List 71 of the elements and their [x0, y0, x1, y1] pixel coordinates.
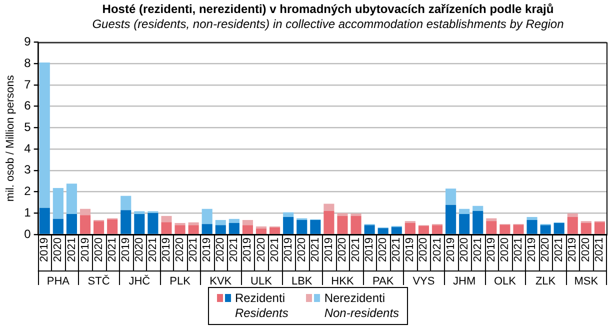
x-tick-label: 2020 [458, 238, 470, 262]
x-tick-label: 2021 [188, 238, 200, 262]
x-tick-label: 2019 [444, 238, 457, 262]
x-tick-label: 2019 [566, 238, 579, 262]
x-tick-label: 2020 [52, 238, 64, 262]
x-tick-label: 2020 [214, 238, 227, 262]
x-tick-label: 2019 [485, 238, 498, 262]
chart-subtitle: Guests (residents, non-residents) in collective accommodation establishments by Region [91, 17, 565, 32]
x-tick-label: 2020 [133, 238, 146, 262]
x-tick-label: 2021 [309, 238, 322, 262]
y-tick-label: 5 [24, 120, 32, 134]
x-tick-label: 2020 [174, 238, 186, 262]
x-tick-label: 2019 [322, 238, 335, 262]
x-tick-label: 2019 [201, 238, 214, 262]
x-tick-label: 2021 [66, 238, 78, 262]
x-tick-label: 2021 [472, 238, 484, 262]
y-tick-label: 4 [24, 141, 32, 156]
x-tick-label: 2020 [92, 238, 105, 262]
legend-label: Nerezidenti Non-residents [324, 291, 400, 321]
x-tick-label: 2019 [38, 238, 51, 262]
x-tick-label: 2019 [242, 238, 254, 262]
text: MSK [574, 276, 599, 288]
y-tick-label: 2 [24, 184, 32, 198]
text: KVK [210, 276, 232, 288]
text: JHM [453, 276, 476, 288]
x-tick-label: 2021 [228, 238, 240, 262]
y-tick-label: 6 [24, 98, 32, 113]
x-tick-label: 2019 [160, 238, 173, 262]
x-tick-label: 2020 [336, 238, 349, 262]
x-tick-label: 2020 [498, 238, 511, 262]
y-tick-label: 9 [24, 34, 32, 49]
text: PAK [372, 276, 394, 288]
x-tick-label: 2019 [526, 238, 538, 262]
text: HKK [331, 276, 354, 288]
chart-title: Hosté (rezidenti, nerezidenti) v hromadných ubytovacích zařízeních podle krajů [101, 2, 555, 17]
x-tick-label: 2021 [390, 238, 403, 262]
x-tick-label: 2021 [431, 238, 444, 262]
x-tick-label: 2020 [418, 238, 430, 262]
y-tick-label: 8 [24, 56, 32, 70]
x-tick-label: 2019 [120, 238, 132, 262]
x-tick-label: 2021 [268, 238, 281, 262]
x-tick-label: 2019 [79, 238, 92, 262]
text: PHA [46, 276, 70, 288]
y-tick-label: 0 [24, 226, 32, 241]
x-tick-label: 2021 [512, 238, 525, 262]
y-tick-label: 1 [24, 205, 32, 220]
text: ULK [250, 276, 273, 288]
x-tick-label: 2020 [255, 238, 268, 262]
text: JHČ [128, 274, 150, 288]
x-tick-label: 2019 [404, 238, 416, 262]
x-tick-label: 2021 [146, 238, 159, 262]
x-tick-label: 2020 [296, 238, 308, 262]
x-tick-label: 2020 [377, 238, 390, 262]
text: ZLK [535, 276, 556, 288]
text: LBK [291, 276, 313, 288]
x-tick-label: 2020 [580, 238, 592, 262]
x-tick-label: 2019 [364, 238, 376, 262]
x-tick-label: 2021 [106, 238, 118, 262]
y-tick-label: 3 [24, 162, 32, 177]
x-tick-label: 2021 [553, 238, 566, 262]
y-axis-title: mil. osob / Million persons [4, 74, 17, 202]
x-tick-label: 2019 [282, 238, 294, 262]
x-tick-label: 2021 [350, 238, 362, 262]
y-tick-label: 7 [24, 77, 32, 92]
text: STČ [88, 274, 110, 288]
text: VYS [412, 276, 435, 288]
text: PLK [170, 276, 192, 288]
text: OLK [494, 276, 517, 288]
x-tick-label: 2020 [540, 238, 552, 262]
legend-label: Rezidenti Residents [234, 291, 288, 321]
x-tick-label: 2021 [594, 238, 606, 262]
